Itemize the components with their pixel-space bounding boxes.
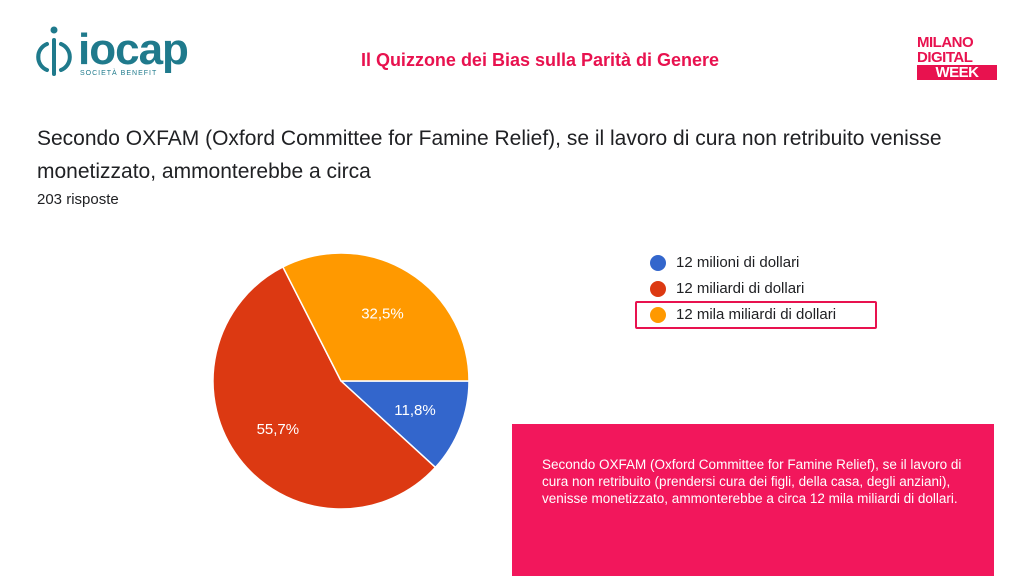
legend-label-3: 12 mila miliardi di dollari (676, 306, 837, 323)
legend-swatch-1 (650, 255, 666, 271)
pie-chart: 11,8% 55,7% 32,5% (212, 252, 470, 510)
logo-wordmark: iocap (78, 25, 189, 74)
badge-line-3: WEEK (917, 65, 997, 80)
header-title: Il Quizzone dei Bias sulla Parità di Gen… (360, 50, 720, 70)
question-title: Secondo OXFAM (Oxford Committee for Fami… (37, 127, 942, 183)
badge-line-1: MILANO (917, 34, 974, 51)
iocap-logo: iocap SOCIETÀ BENEFIT (34, 25, 194, 84)
pie-slice-label-3: 32,5% (361, 305, 404, 322)
legend-swatch-2 (650, 281, 666, 297)
answer-info-box: Secondo OXFAM (Oxford Committee for Fami… (512, 424, 994, 576)
pie-slice-3 (281, 252, 470, 382)
pie-slice-label-1: 11,8% (394, 402, 435, 419)
pie-slice-2 (212, 265, 437, 510)
correct-answer-highlight (635, 301, 877, 329)
pie-slice-label-2: 55,7% (257, 421, 300, 438)
logo-subtitle: SOCIETÀ BENEFIT (80, 70, 158, 77)
iocap-logo-icon (36, 26, 72, 76)
legend-swatch-3 (650, 307, 666, 323)
legend-label-1: 12 milioni di dollari (676, 254, 800, 271)
answer-info-text: Secondo OXFAM (Oxford Committee for Fami… (542, 457, 962, 506)
legend-label-2: 12 miliardi di dollari (676, 280, 805, 297)
milano-digital-week-badge: MILANO DIGITAL WEEK (917, 35, 997, 80)
badge-line-2: DIGITAL (917, 49, 973, 66)
pie-slice-1 (339, 380, 470, 469)
response-count: 203 risposte (37, 191, 119, 208)
